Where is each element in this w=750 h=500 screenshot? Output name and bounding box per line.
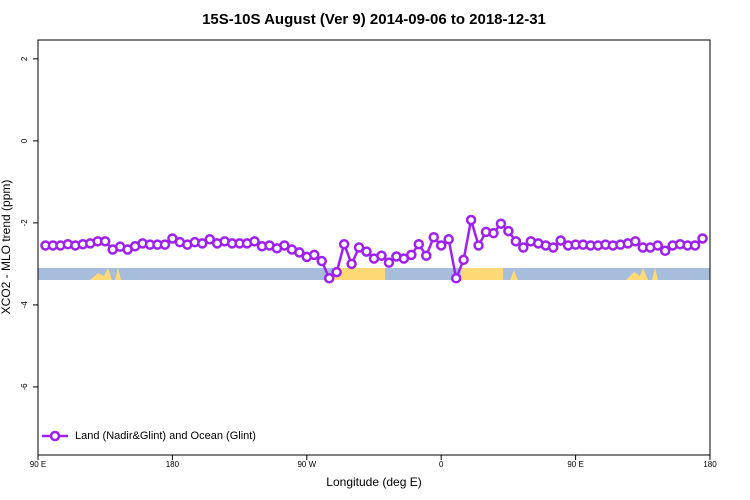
x-tick-label: 90 E [567, 460, 583, 469]
y-tick-label: 0 [20, 138, 29, 143]
data-point [465, 214, 477, 226]
x-axis-label: Longitude (deg E) [326, 475, 421, 489]
data-point [435, 240, 447, 251]
data-point [294, 247, 305, 258]
data-point [406, 249, 417, 261]
data-point [316, 255, 327, 267]
data-point [204, 234, 215, 245]
data-point [323, 273, 335, 284]
data-point [555, 235, 566, 246]
data-point [159, 239, 171, 250]
y-tick-label: -6 [20, 383, 29, 391]
data-point [652, 240, 663, 251]
data-point [495, 218, 507, 229]
land-patch [90, 268, 112, 280]
data-point [99, 236, 111, 247]
x-tick-label: 180 [703, 460, 717, 469]
data-point [346, 258, 357, 270]
x-tick-label: 90 W [297, 460, 316, 469]
land-patch [510, 270, 518, 280]
data-point [428, 231, 439, 243]
data-point [697, 233, 708, 244]
data-point [443, 234, 454, 245]
legend-swatch-point [49, 430, 61, 442]
y-axis-label: XCO2 - MLO trend (ppm) [0, 180, 13, 315]
data-point [249, 236, 260, 247]
land-patch [333, 268, 385, 280]
data-point [383, 257, 395, 268]
legend-label: Land (Nadir&Glint) and Ocean (Glint) [75, 430, 256, 442]
y-tick-label: -2 [20, 219, 29, 227]
data-point [510, 236, 522, 247]
land-patch [626, 268, 648, 280]
data-point [421, 250, 432, 261]
data-point [659, 245, 671, 257]
data-point [450, 273, 462, 284]
data-point [338, 238, 350, 250]
x-tick-label: 180 [166, 460, 180, 469]
data-point [488, 227, 499, 239]
y-tick-label: -4 [20, 301, 29, 309]
data-point [353, 242, 365, 253]
data-point [331, 266, 342, 278]
x-tick-label: 90 E [30, 460, 46, 469]
data-point [413, 238, 425, 250]
chart-title: 15S-10S August (Ver 9) 2014-09-06 to 201… [202, 11, 546, 28]
data-point [503, 225, 514, 237]
y-tick-label: 2 [20, 56, 29, 61]
data-point [458, 254, 469, 266]
data-point [630, 236, 641, 247]
x-tick-label: 0 [439, 460, 444, 469]
data-point [518, 242, 529, 253]
land-patch [115, 268, 121, 280]
land-patch [461, 268, 503, 280]
data-point [197, 238, 208, 249]
data-point [473, 240, 484, 251]
data-point [547, 242, 559, 253]
data-point [689, 240, 701, 251]
data-point [279, 240, 290, 251]
data-point [376, 250, 387, 261]
land-patch [652, 268, 658, 280]
data-point [309, 249, 320, 261]
data-point [361, 246, 372, 257]
plot-frame [37, 39, 711, 456]
surface-mask [38, 268, 710, 280]
